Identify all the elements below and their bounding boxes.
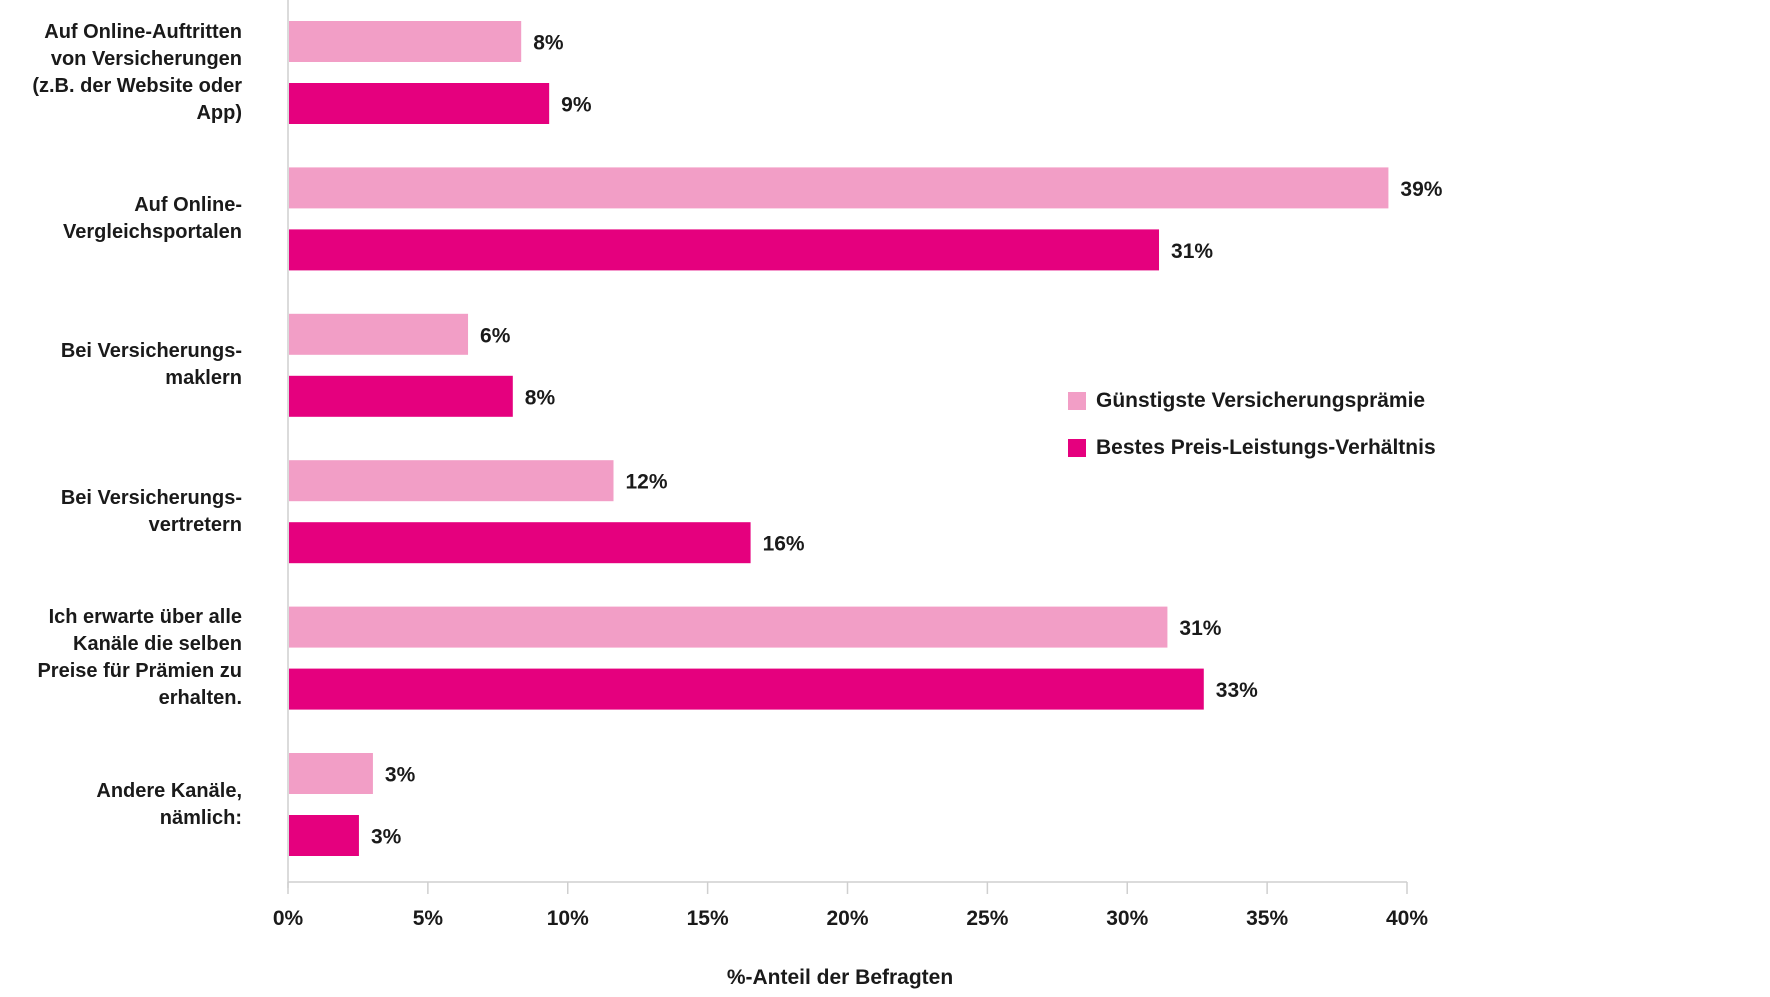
data-label-s1-c4: 12% [626,471,668,494]
data-label-s2-c2: 31% [1171,240,1213,263]
bar-s1-c5 [289,606,1168,648]
category-label-2: Auf Online- Vergleichsportalen [63,193,242,243]
legend-label-series-2: Bestes Preis-Leistungs-Verhältnis [1096,436,1436,459]
bar-s2-c6 [289,815,359,856]
data-label-s1-c2: 39% [1400,178,1442,201]
data-label-s2-c5: 33% [1216,679,1258,702]
data-label-s1-c6: 3% [385,764,416,787]
bar-s2-c5 [289,668,1204,710]
legend-swatch-series-1 [1068,392,1086,410]
x-tick-label: 25% [966,907,1008,930]
x-tick-label: 20% [826,907,868,930]
bar-s1-c6 [289,753,373,794]
category-label-5: Ich erwarte über alle Kanäle die selben … [37,606,242,710]
data-label-s1-c1: 8% [533,32,564,55]
bar-s2-c1 [289,83,550,124]
data-label-s2-c4: 16% [763,533,805,556]
x-tick-label: 10% [547,907,589,930]
bar-s1-c2 [289,167,1389,209]
x-tick-label: 40% [1386,907,1428,930]
bar-s2-c3 [289,375,513,417]
bar-s2-c4 [289,522,751,564]
x-tick-label: 30% [1106,907,1148,930]
bar-s1-c1 [289,21,522,62]
bar-s1-c4 [289,460,614,502]
category-label-4: Bei Versicherungs- vertretern [60,486,242,536]
data-label-s1-c3: 6% [480,324,511,347]
category-label-1: Auf Online-Auftritten von Versicherungen… [32,20,242,124]
legend-swatch-series-2 [1068,439,1086,457]
legend-item-series-2: Bestes Preis-Leistungs-Verhältnis [1068,436,1436,460]
x-tick-label: 0% [273,907,304,930]
x-tick-label: 35% [1246,907,1288,930]
x-axis-title: %-Anteil der Befragten [726,966,954,989]
bar-s1-c3 [289,313,469,355]
category-label-3: Bei Versicherungs- maklern [60,340,242,390]
bar-s2-c2 [289,229,1160,271]
x-axis: 0% 5% 10% 15% 20% 25% 30% 35% 40% [273,0,1428,930]
data-label-s2-c6: 3% [371,826,402,849]
data-label-s2-c1: 9% [561,94,592,117]
x-tick-label: 5% [413,907,444,930]
data-label-s2-c3: 8% [525,386,556,409]
category-label-6: Andere Kanäle, nämlich: [96,779,242,829]
data-label-s1-c5: 31% [1179,617,1221,640]
bars-group: 8% 9% 39% 31% 6% 8% 12% 16% 31% 33% 3% 3% [289,21,1443,856]
legend-label-series-1: Günstigste Versicherungsprämie [1096,389,1426,412]
legend-item-series-1: Günstigste Versicherungsprämie [1068,389,1425,413]
x-tick-label: 15% [687,907,729,930]
